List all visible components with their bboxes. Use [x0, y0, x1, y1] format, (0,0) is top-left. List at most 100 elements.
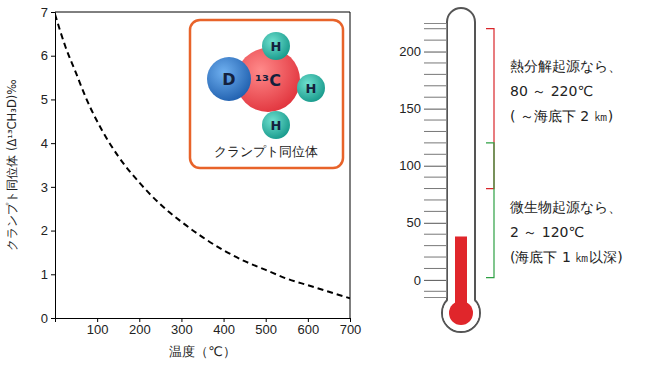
- tick: 400: [213, 318, 235, 337]
- tick: 200: [399, 44, 446, 59]
- annotation-text: 80 ～ 220℃: [510, 83, 593, 99]
- temperature-axis: 0 50 100 150 200: [399, 24, 446, 298]
- data-line: [55, 14, 350, 298]
- annotation-text: (海底下 1 ㎞以深): [510, 249, 623, 265]
- minor-tick: [424, 28, 446, 29]
- tick-mark: [51, 187, 55, 188]
- tick-label: 150: [399, 101, 421, 116]
- tick-mark: [51, 12, 55, 13]
- tick-label: 5: [41, 92, 48, 107]
- atom-label: H: [271, 118, 282, 133]
- tick-label: 500: [255, 322, 277, 337]
- annotation-text: 微生物起源なら、: [510, 199, 622, 215]
- tick-mark: [51, 274, 55, 275]
- thermometer: 0 50 100 150 200 熱分解起源なら、80 ～ 220℃( ～海底下 2 ㎞)…: [399, 8, 622, 332]
- atom-label: D: [222, 70, 235, 89]
- x-axis: 100 200 300 400 500 600 700: [56, 318, 362, 337]
- minor-tick: [424, 154, 446, 155]
- tick-mark: [424, 109, 446, 110]
- tube-outline: [447, 8, 475, 313]
- tick-label: 100: [399, 158, 421, 173]
- range-bracket: [486, 29, 494, 189]
- minor-tick: [424, 62, 446, 63]
- tick: 2: [41, 223, 55, 238]
- tick-mark: [51, 231, 55, 232]
- atom-circle: [262, 32, 290, 60]
- minor-tick: [424, 257, 446, 258]
- inset: ¹³C D H H H クランプト同位体: [190, 20, 343, 168]
- minor-tick: [424, 211, 446, 212]
- atom-circle: [297, 74, 325, 102]
- tick-label: 0: [414, 273, 421, 288]
- tick-label: 4: [41, 136, 48, 151]
- atom-circle: [207, 57, 251, 101]
- range-bracket: [486, 143, 494, 278]
- tick: 500: [255, 318, 277, 337]
- tick: 100: [399, 158, 446, 173]
- minor-tick: [424, 142, 446, 143]
- y-axis: 0 1 2 3 4 5 6 7: [41, 5, 56, 326]
- tick-label: 200: [399, 44, 421, 59]
- tick-label: 600: [298, 322, 320, 337]
- tick-label: 1: [41, 267, 48, 282]
- tick-label: 2: [41, 223, 48, 238]
- minor-tick: [424, 120, 446, 121]
- line-chart: 100 200 300 400 500 600 700 0 1 2 3 4 5 6 7 ¹³C D H H H クランプ…: [5, 5, 361, 359]
- tick-label: 50: [407, 215, 421, 230]
- minor-tick: [424, 40, 446, 41]
- minor-tick: [424, 188, 446, 189]
- atom-label: H: [306, 81, 317, 96]
- tick-mark: [424, 280, 446, 281]
- minor-tick: [424, 74, 446, 75]
- tick: 150: [399, 101, 446, 116]
- tick: 100: [87, 318, 109, 337]
- axis-line: [424, 24, 447, 298]
- plot-area: [449, 236, 473, 325]
- x-axis-title: 温度（℃）: [169, 344, 236, 359]
- tick: 0: [414, 273, 446, 288]
- tick-label: 400: [213, 322, 235, 337]
- atom: H: [262, 32, 290, 60]
- minor-tick: [424, 85, 446, 86]
- atom: H: [297, 74, 325, 102]
- minor-tick: [424, 131, 446, 132]
- minor-tick: [424, 177, 446, 178]
- tick-mark: [424, 52, 446, 53]
- range-annotation: 熱分解起源なら、80 ～ 220℃( ～海底下 2 ㎞): [486, 29, 622, 189]
- tick-mark: [51, 56, 55, 57]
- plot-area: [55, 14, 350, 298]
- tick-mark: [51, 99, 55, 100]
- atom-label: ¹³C: [255, 71, 281, 90]
- tick-label: 700: [340, 322, 362, 337]
- tick-mark: [51, 143, 55, 144]
- atom: D: [207, 57, 251, 101]
- tick-label: 6: [41, 48, 48, 63]
- tick: 200: [129, 318, 151, 337]
- tick: 5: [41, 92, 55, 107]
- range-annotation: 微生物起源なら、 2 ～ 120℃ (海底下 1 ㎞以深): [486, 143, 623, 278]
- tick: 50: [407, 215, 446, 230]
- y-axis-title: クランプト同位体 (Δ¹³CH₃D)‰: [5, 79, 19, 250]
- tick: 0: [41, 311, 55, 326]
- minor-tick: [424, 97, 446, 98]
- minor-tick: [424, 245, 446, 246]
- tick-label: 300: [171, 322, 193, 337]
- axis-line: [51, 13, 56, 319]
- annotation-text: 2 ～ 120℃: [510, 224, 584, 240]
- tick: 7: [41, 5, 55, 20]
- minor-ticks: [424, 29, 446, 292]
- tick: 3: [41, 180, 55, 195]
- tick-mark: [424, 223, 446, 224]
- tick-mark: [424, 166, 446, 167]
- tick-label: 100: [87, 322, 109, 337]
- minor-tick: [424, 268, 446, 269]
- minor-tick: [424, 199, 446, 200]
- tick: 1: [41, 267, 55, 282]
- tick: 4: [41, 136, 55, 151]
- atom-circle: [262, 111, 290, 139]
- minor-tick: [424, 234, 446, 235]
- inset-label: クランプト同位体: [214, 144, 318, 159]
- plot-frame: [55, 12, 350, 318]
- atom: H: [262, 111, 290, 139]
- tick-label: 0: [41, 311, 48, 326]
